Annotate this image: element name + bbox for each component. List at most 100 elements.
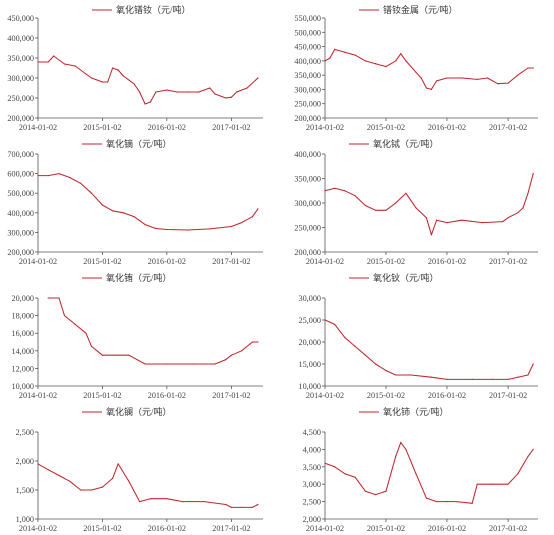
data-point bbox=[517, 74, 519, 76]
data-point bbox=[144, 103, 146, 105]
y-tick-label: 700,000 bbox=[7, 150, 34, 159]
data-point bbox=[133, 216, 135, 218]
y-tick-label: 16,000 bbox=[11, 329, 34, 338]
x-tick-label: 2017-01-02 bbox=[489, 524, 527, 533]
data-point bbox=[149, 101, 151, 103]
data-point bbox=[476, 78, 478, 80]
y-tick-label: 400,000 bbox=[294, 57, 321, 66]
data-point bbox=[471, 378, 473, 380]
data-point bbox=[63, 315, 66, 317]
x-tick-label: 2014-01-02 bbox=[19, 123, 57, 132]
data-point bbox=[415, 71, 417, 73]
data-point bbox=[507, 378, 509, 380]
data-point bbox=[527, 374, 529, 376]
data-point bbox=[155, 227, 157, 230]
chart-panel-3: 氧化镝（元/吨） 200,000 300,000 400,000 500,000 600,… bbox=[0, 134, 277, 268]
data-point bbox=[101, 204, 103, 206]
data-point bbox=[47, 297, 49, 299]
legend: 氧化铈（元/吨） bbox=[359, 406, 449, 417]
x-tick-label: 2016-01-02 bbox=[428, 123, 466, 132]
data-point bbox=[375, 494, 377, 496]
data-point bbox=[58, 297, 60, 299]
x-tick-label: 2016-01-02 bbox=[428, 391, 466, 400]
data-point bbox=[122, 75, 124, 77]
y-tick-label: 550,000 bbox=[294, 14, 321, 23]
data-point bbox=[415, 473, 417, 475]
x-tick-label: 2016-01-02 bbox=[148, 391, 186, 400]
data-point bbox=[395, 60, 397, 62]
data-point bbox=[176, 91, 178, 93]
data-point bbox=[74, 323, 76, 325]
y-tick-label: 20,000 bbox=[11, 294, 34, 303]
data-point bbox=[257, 341, 259, 343]
data-point bbox=[101, 81, 103, 83]
data-point bbox=[329, 57, 331, 59]
chart-svg: 氧化镨钕（元/吨） 200,000 250,000 300,000 350,000 400… bbox=[7, 4, 263, 132]
x-tick-label: 2015-01-02 bbox=[367, 123, 405, 132]
data-point bbox=[354, 54, 356, 56]
data-point bbox=[74, 65, 76, 67]
data-point bbox=[527, 67, 529, 69]
x-tick-label: 2015-01-02 bbox=[367, 524, 405, 533]
x-tick-label: 2015-01-02 bbox=[367, 391, 405, 400]
data-point bbox=[497, 83, 499, 85]
data-point bbox=[80, 182, 82, 184]
data-point bbox=[492, 378, 494, 380]
data-point bbox=[400, 53, 402, 55]
data-point bbox=[166, 498, 168, 500]
data-point bbox=[90, 77, 93, 79]
y-tick-label: 4,500 bbox=[303, 428, 321, 437]
y-tick-label: 200,000 bbox=[7, 114, 34, 123]
data-point bbox=[405, 448, 407, 450]
x-tick-label: 2015-01-02 bbox=[83, 391, 121, 400]
data-point bbox=[375, 209, 377, 211]
data-point bbox=[324, 190, 326, 192]
y-tick-label: 450,000 bbox=[294, 43, 321, 52]
x-tick-label: 2014-01-02 bbox=[19, 524, 57, 533]
data-point bbox=[107, 81, 109, 83]
data-point bbox=[47, 469, 49, 471]
data-point bbox=[144, 363, 146, 365]
data-point bbox=[144, 224, 146, 226]
y-tick-label: 15,000 bbox=[298, 360, 321, 369]
y-tick-label: 400,000 bbox=[7, 209, 34, 218]
data-point bbox=[425, 217, 427, 219]
data-point bbox=[192, 363, 195, 365]
data-point bbox=[446, 378, 448, 380]
data-point bbox=[354, 476, 356, 478]
series-points bbox=[324, 441, 534, 504]
data-point bbox=[47, 175, 49, 177]
y-tick-label: 300,000 bbox=[7, 228, 34, 237]
y-tick-label: 25,000 bbox=[298, 316, 321, 325]
data-point bbox=[385, 209, 387, 211]
data-point bbox=[532, 448, 534, 450]
chart-panel-7: 氧化镧（元/吨） 1,000 1,500 2,000 2,500 2014-01-02 20… bbox=[0, 402, 277, 535]
y-tick-label: 300,000 bbox=[294, 199, 321, 208]
x-tick-label: 2015-01-02 bbox=[83, 123, 121, 132]
legend: 氧化钬（元/吨） bbox=[349, 272, 439, 283]
series-line bbox=[48, 297, 258, 365]
data-point bbox=[230, 506, 232, 508]
data-point bbox=[522, 207, 524, 209]
chart-title: 氧化铕（元/吨） bbox=[106, 272, 172, 283]
data-point bbox=[507, 483, 509, 485]
chart-panel-4: 氧化铽（元/吨） 200,000 250,000 300,000 350,000 400,… bbox=[277, 134, 554, 268]
data-point bbox=[257, 503, 259, 506]
data-point bbox=[101, 486, 103, 488]
data-point bbox=[47, 61, 49, 63]
chart-svg: 氧化铽（元/吨） 200,000 250,000 300,000 350,000 400,… bbox=[294, 138, 538, 266]
data-point bbox=[324, 462, 326, 464]
data-point bbox=[461, 77, 463, 79]
data-point bbox=[58, 474, 60, 477]
chart-title: 氧化钬（元/吨） bbox=[373, 272, 439, 283]
y-tick-label: 350,000 bbox=[294, 71, 321, 80]
data-point bbox=[80, 489, 82, 491]
series-points bbox=[47, 297, 259, 365]
series-points bbox=[37, 173, 259, 231]
data-point bbox=[214, 93, 216, 95]
data-point bbox=[37, 463, 39, 465]
data-point bbox=[69, 480, 71, 482]
data-point bbox=[257, 208, 259, 210]
data-point bbox=[187, 229, 189, 231]
x-tick-label: 2014-01-02 bbox=[306, 257, 344, 266]
